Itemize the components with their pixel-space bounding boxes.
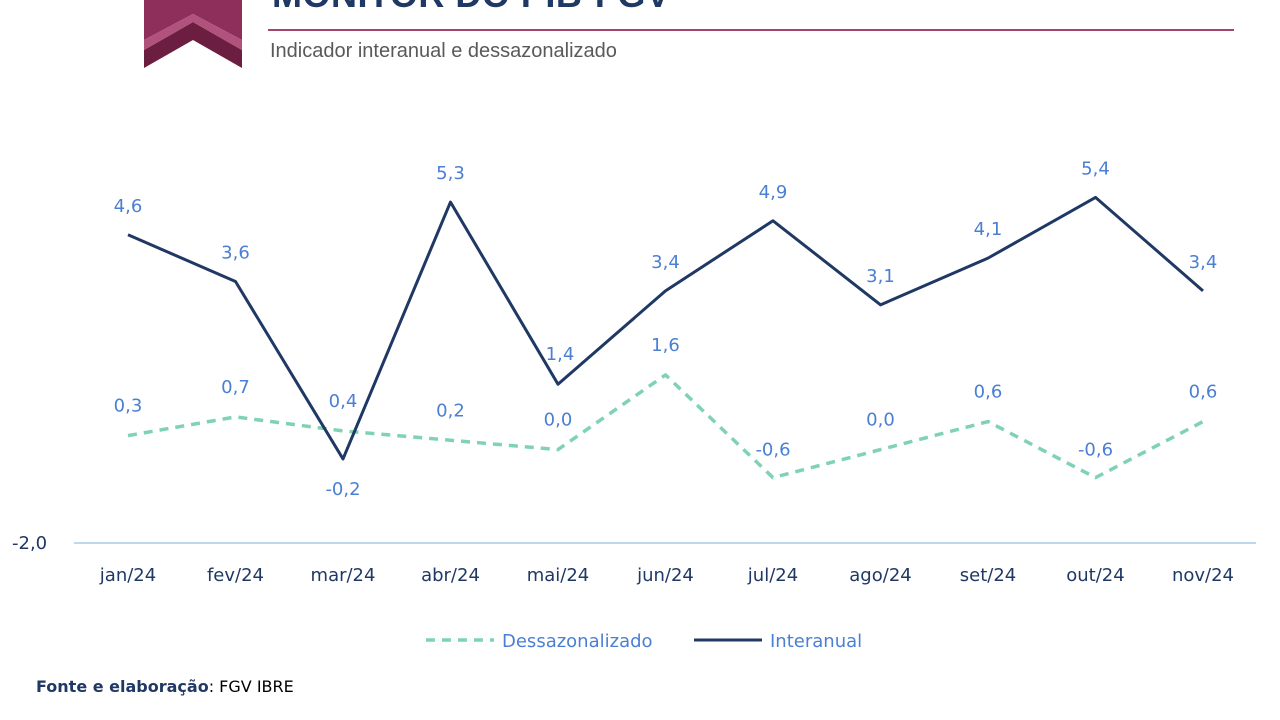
title-divider bbox=[268, 29, 1234, 31]
dessazonalizado-data-label: 1,6 bbox=[651, 335, 680, 356]
axis-layer: -2,0 jan/24 fev/24 mar/24 abr/24 mai/24 jun/24… bbox=[12, 533, 1256, 586]
page-title: MONITOR DO PIB-FGV bbox=[272, 0, 670, 16]
x-tick-label: mai/24 bbox=[527, 565, 590, 586]
x-tick-label: ago/24 bbox=[849, 565, 911, 586]
interanual-data-label: 3,1 bbox=[866, 266, 895, 287]
page-subtitle: Indicador interanual e dessazonalizado bbox=[270, 40, 617, 62]
x-tick-label: abr/24 bbox=[421, 565, 480, 586]
interanual-data-label: 5,4 bbox=[1081, 158, 1110, 179]
dessazonalizado-data-label: -0,6 bbox=[1078, 440, 1113, 461]
dessazonalizado-data-label: 0,3 bbox=[114, 396, 143, 417]
dessazonalizado-data-label: 0,4 bbox=[329, 391, 358, 412]
legend-interanual-label: Interanual bbox=[770, 631, 862, 652]
interanual-data-label: 3,4 bbox=[1189, 252, 1218, 273]
x-tick-label: out/24 bbox=[1066, 565, 1124, 586]
interanual-data-label: 4,1 bbox=[974, 219, 1003, 240]
interanual-data-label: 4,9 bbox=[759, 182, 788, 203]
source-text: : FGV IBRE bbox=[208, 677, 294, 696]
interanual-data-label: -0,2 bbox=[325, 479, 360, 500]
legend-dessazonalizado-label: Dessazonalizado bbox=[502, 631, 653, 652]
x-tick-label: set/24 bbox=[960, 565, 1016, 586]
dessazonalizado-data-label: 0,0 bbox=[866, 410, 895, 431]
y-tick-label: -2,0 bbox=[12, 533, 47, 554]
x-tick-label: nov/24 bbox=[1172, 565, 1234, 586]
interanual-data-label: 5,3 bbox=[436, 163, 465, 184]
dessazonalizado-data-label: -0,6 bbox=[755, 440, 790, 461]
source-note: Fonte e elaboração: FGV IBRE bbox=[36, 677, 294, 696]
interanual-line bbox=[127, 195, 1204, 461]
legend: Dessazonalizado Interanual bbox=[426, 631, 862, 652]
dessazonalizado-data-label: 0,0 bbox=[544, 410, 573, 431]
interanual-data-label: 1,4 bbox=[546, 344, 575, 365]
x-tick-label: fev/24 bbox=[207, 565, 264, 586]
dessazonalizado-data-label: 0,7 bbox=[221, 377, 250, 398]
x-tick-label: jul/24 bbox=[747, 565, 798, 586]
x-tick-label: jun/24 bbox=[636, 565, 694, 586]
interanual-data-label: 3,4 bbox=[651, 252, 680, 273]
interanual-data-label: 4,6 bbox=[114, 196, 143, 217]
x-tick-label: jan/24 bbox=[99, 565, 156, 586]
dessazonalizado-data-label: 0,6 bbox=[974, 382, 1003, 403]
dessazonalizado-data-label: 0,2 bbox=[436, 400, 465, 421]
source-label: Fonte e elaboração bbox=[36, 677, 209, 696]
x-tick-label: mar/24 bbox=[311, 565, 376, 586]
data-label-layer: 4,6 3,6 -0,2 5,3 1,4 3,4 4,9 3,1 4,1 5,4 3,4 0,3 0,7… bbox=[114, 158, 1218, 500]
interanual-data-label: 3,6 bbox=[221, 242, 250, 263]
dessazonalizado-data-label: 0,6 bbox=[1189, 382, 1218, 403]
series-layer bbox=[127, 195, 1204, 480]
dessazonalizado-line bbox=[127, 373, 1204, 480]
fgv-logo-icon bbox=[144, 0, 242, 68]
